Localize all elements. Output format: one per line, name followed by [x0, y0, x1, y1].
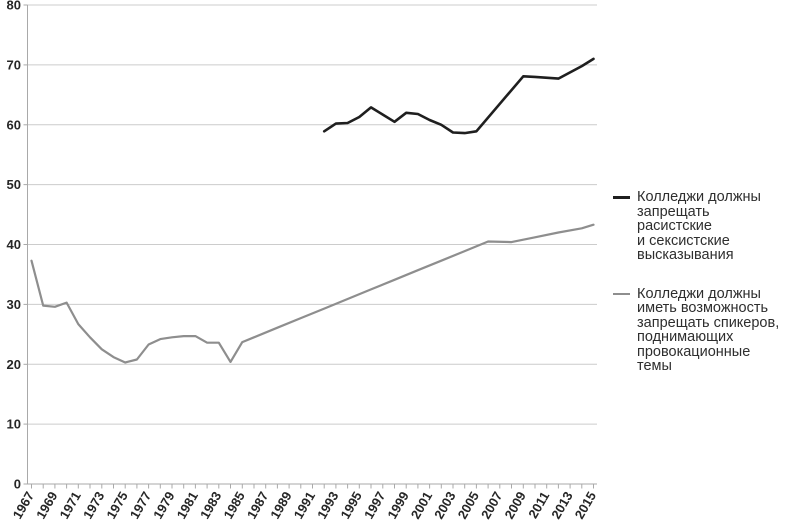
x-axis-label: 2001 — [408, 489, 435, 522]
legend-swatch-gray-line-icon — [613, 292, 630, 295]
x-axis-label: 1997 — [361, 489, 388, 522]
y-axis-label: 20 — [7, 357, 21, 372]
legend-item-ban-provocative-speakers: Колледжи должны иметь возможность запрещ… — [613, 285, 789, 374]
legend: Колледжи должны запрещать расистские и с… — [613, 190, 789, 374]
x-axis-label: 2015 — [572, 489, 599, 522]
y-axis-label: 50 — [7, 177, 21, 192]
x-axis-label: 1975 — [103, 489, 130, 522]
x-axis-label: 2011 — [525, 489, 552, 521]
x-axis-label: 1969 — [33, 489, 60, 522]
legend-swatch-dark-line-icon — [613, 196, 630, 199]
x-axis-label: 2009 — [501, 489, 528, 522]
x-axis-label: 1995 — [337, 489, 364, 522]
x-axis-label: 2013 — [548, 489, 575, 522]
series-line-ban-racist-sexist-speech — [322, 57, 595, 135]
x-axis-label: 1989 — [267, 489, 294, 522]
x-axis-label: 1977 — [127, 489, 154, 522]
x-axis-label: 2007 — [478, 489, 505, 522]
legend-label-ban-racist-sexist-speech: Колледжи должны запрещать расистские и с… — [637, 189, 761, 263]
x-axis-label: 1971 — [56, 489, 83, 522]
x-axis-label: 1987 — [244, 489, 271, 522]
x-axis-label: 2003 — [431, 489, 458, 522]
x-axis-label: 1983 — [197, 489, 224, 522]
x-axis-label: 1981 — [174, 489, 201, 522]
legend-label-ban-provocative-speakers: Колледжи должны иметь возможность запрещ… — [637, 285, 780, 374]
series-line-ban-provocative-speakers — [30, 223, 595, 364]
y-axis-label: 70 — [7, 57, 21, 72]
x-axis-label: 1979 — [150, 489, 177, 522]
y-axis-label: 0 — [14, 477, 21, 492]
y-axis-label: 30 — [7, 297, 21, 312]
y-axis-label: 80 — [7, 0, 21, 13]
legend-item-ban-racist-sexist-speech: Колледжи должны запрещать расистские и с… — [613, 190, 789, 263]
x-axis-label: 1985 — [220, 489, 247, 522]
x-axis-label: 1991 — [291, 489, 318, 522]
y-axis-label: 40 — [7, 237, 21, 252]
x-axis-label: 2005 — [455, 489, 482, 522]
y-axis-label: 60 — [7, 117, 21, 132]
y-axis-label: 10 — [7, 417, 21, 432]
x-axis-label: 1993 — [314, 489, 341, 522]
x-axis-label: 1999 — [384, 489, 411, 522]
x-axis-label: 1967 — [10, 489, 37, 522]
x-axis-label: 1973 — [80, 489, 107, 522]
